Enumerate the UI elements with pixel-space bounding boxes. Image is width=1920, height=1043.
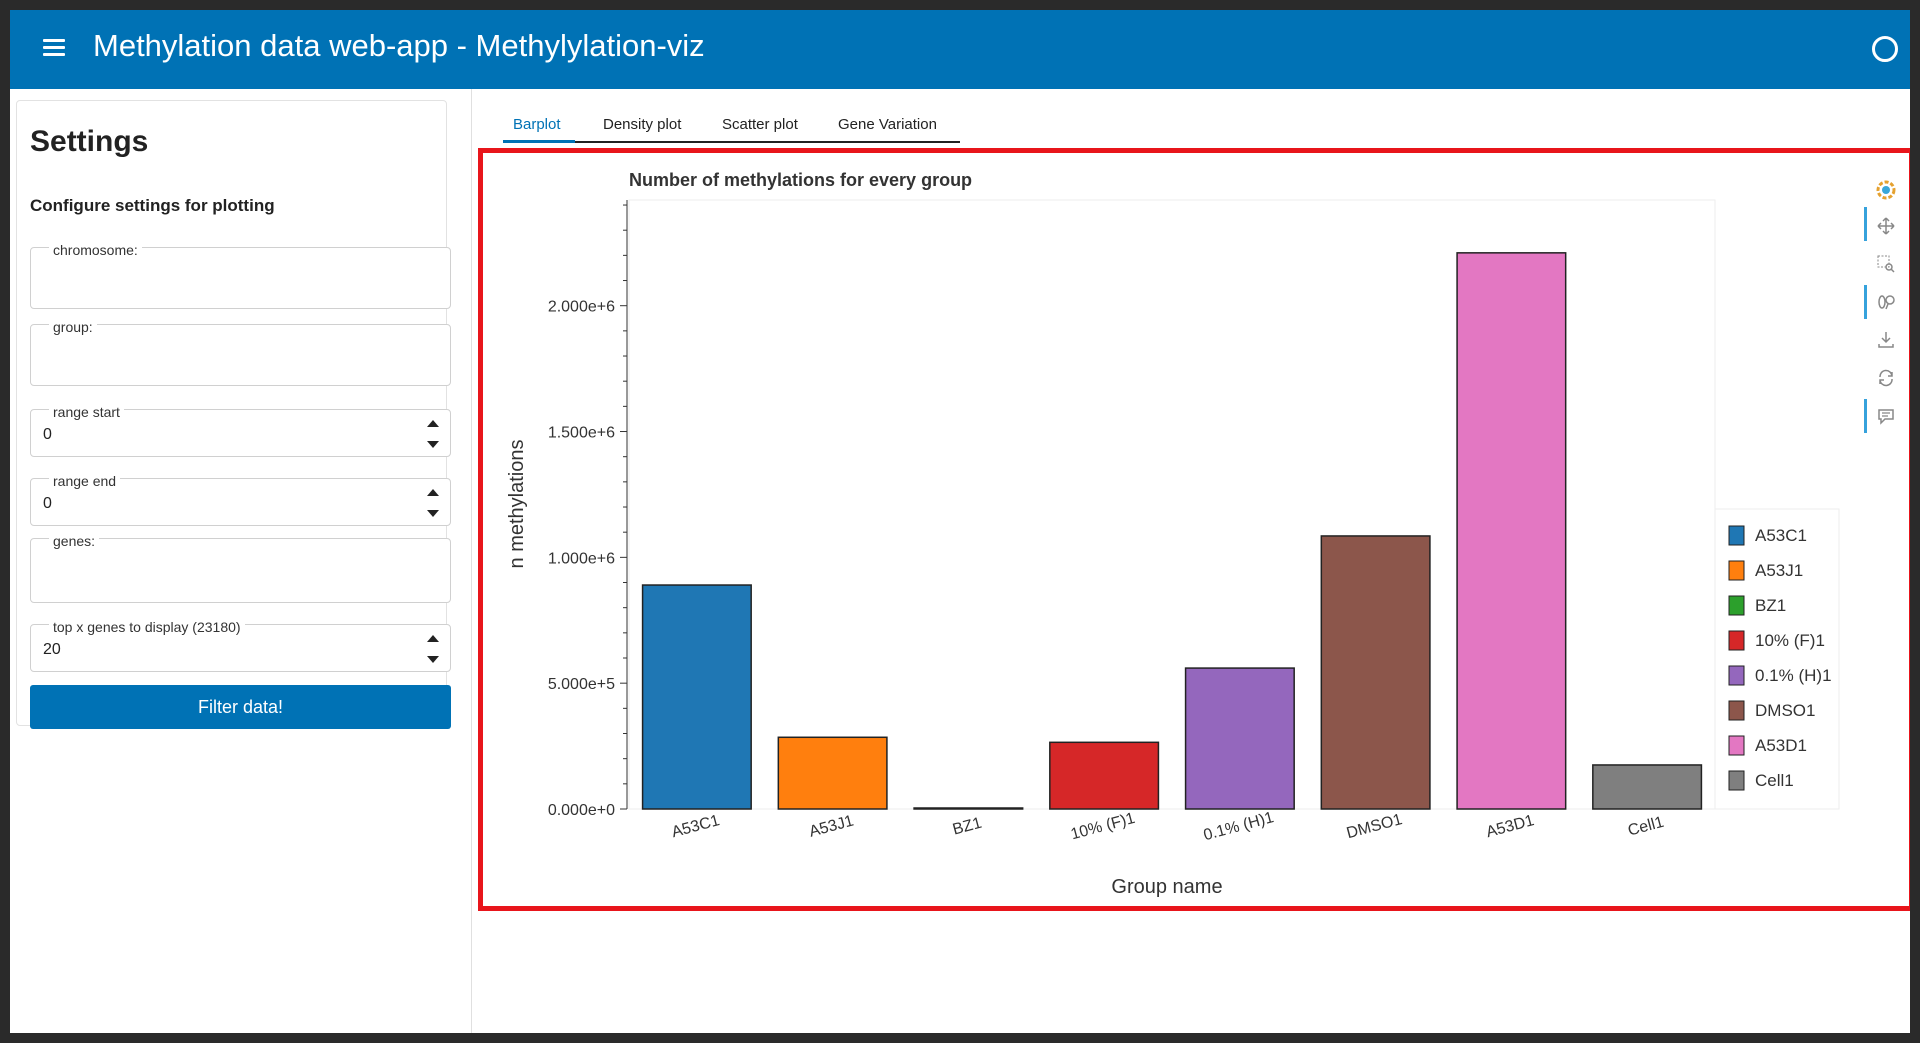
x-tick-label: Cell1 xyxy=(1626,814,1666,840)
y-tick-label: 2.000e+6 xyxy=(548,299,615,316)
legend-box xyxy=(1714,508,1840,810)
y-tick-label: 5.000e+5 xyxy=(548,676,615,693)
chromosome-field[interactable]: chromosome: xyxy=(30,242,451,309)
bar-0[interactable] xyxy=(641,584,752,810)
y-axis-title: n methylations xyxy=(506,440,528,569)
x-tick-label: BZ1 xyxy=(951,815,984,839)
bar-5[interactable] xyxy=(1320,535,1431,810)
settings-sidebar: Settings Configure settings for plotting… xyxy=(16,100,451,729)
bokeh-logo-icon[interactable] xyxy=(1864,175,1904,205)
legend-swatch xyxy=(1728,665,1745,686)
range-start-field[interactable]: range start 0 xyxy=(30,404,451,457)
x-tick-label: DMSO1 xyxy=(1345,811,1404,842)
chart-title: Number of methylations for every group xyxy=(629,170,972,190)
tab-barplot[interactable]: Barplot xyxy=(513,116,561,133)
top-x-genes-field[interactable]: top x genes to display (23180) 20 xyxy=(30,619,451,672)
bar-3[interactable] xyxy=(1049,741,1160,810)
bar-1[interactable] xyxy=(777,736,888,810)
top-x-decrement-icon[interactable] xyxy=(426,655,440,667)
range-end-field[interactable]: range end 0 xyxy=(30,473,451,526)
legend-label: A53J1 xyxy=(1755,561,1803,580)
legend-label: BZ1 xyxy=(1755,596,1786,615)
legend: A53C1 A53J1 BZ1 10% (F)1 0.1% (H)1 DMSO1 A53D1… xyxy=(1714,508,1840,810)
tab-gene-variation[interactable]: Gene Variation xyxy=(838,116,937,133)
x-axis: A53C1 A53J1 BZ1 10% (F)1 0.1% (H)1 DMSO1 A53D1… xyxy=(670,809,1666,844)
bar-2[interactable] xyxy=(913,807,1024,810)
range-start-decrement-icon[interactable] xyxy=(426,440,440,452)
legend-swatch xyxy=(1728,630,1745,651)
app-window: Methylation data web-app - Methylylation… xyxy=(10,10,1910,1033)
x-tick-label: A53C1 xyxy=(670,812,722,841)
barplot-panel: Number of methylations for every group 0… xyxy=(478,148,1910,911)
bars xyxy=(641,252,1703,810)
x-tick-label: A53D1 xyxy=(1484,812,1536,841)
barplot-chart: Number of methylations for every group 0… xyxy=(506,170,1840,898)
range-start-label: range start xyxy=(49,404,124,420)
range-start-value: 0 xyxy=(43,426,52,443)
wheel-zoom-icon[interactable] xyxy=(1864,285,1904,319)
legend-label: DMSO1 xyxy=(1755,701,1815,720)
plot-area xyxy=(628,199,1716,810)
y-tick-label: 1.500e+6 xyxy=(548,425,615,442)
legend-swatch xyxy=(1728,735,1745,756)
settings-subtitle: Configure settings for plotting xyxy=(30,196,275,215)
legend-label: Cell1 xyxy=(1755,771,1794,790)
legend-swatch xyxy=(1728,700,1745,721)
app-title: Methylation data web-app - Methylylation… xyxy=(93,28,705,63)
y-axis: 0.000e+0 5.000e+5 1.000e+6 1.500e+6 2.000e+6 xyxy=(548,200,628,819)
save-icon[interactable] xyxy=(1864,325,1904,355)
busy-indicator-circle-icon xyxy=(1872,36,1898,62)
genes-label: genes: xyxy=(49,533,100,549)
genes-field[interactable]: genes: xyxy=(30,533,451,603)
legend-swatch xyxy=(1728,560,1745,581)
legend-label: 0.1% (H)1 xyxy=(1755,666,1832,685)
x-tick-label: 10% (F)1 xyxy=(1069,810,1137,843)
group-field[interactable]: group: xyxy=(30,319,451,386)
y-tick-label: 1.000e+6 xyxy=(548,550,615,567)
top-x-genes-value: 20 xyxy=(43,641,61,658)
legend-swatch xyxy=(1728,595,1745,616)
legend-label: A53D1 xyxy=(1755,736,1807,755)
legend-swatch xyxy=(1728,770,1745,791)
y-tick-label: 0.000e+0 xyxy=(548,802,615,819)
x-tick-label: A53J1 xyxy=(807,813,855,841)
range-end-increment-icon[interactable] xyxy=(426,487,440,499)
range-end-value: 0 xyxy=(43,495,52,512)
tab-scatter-plot[interactable]: Scatter plot xyxy=(722,116,798,133)
legend-label: A53C1 xyxy=(1755,526,1807,545)
settings-title: Settings xyxy=(30,125,149,158)
bar-6[interactable] xyxy=(1456,252,1567,810)
top-x-genes-label: top x genes to display (23180) xyxy=(49,619,245,635)
bar-4[interactable] xyxy=(1184,667,1295,810)
filter-data-button[interactable]: Filter data! xyxy=(30,685,451,729)
legend-label: 10% (F)1 xyxy=(1755,631,1825,650)
pan-icon[interactable] xyxy=(1864,207,1904,241)
reset-icon[interactable] xyxy=(1864,363,1904,393)
range-end-label: range end xyxy=(49,473,121,489)
plot-tabs: Barplot Density plot Scatter plot Gene V… xyxy=(503,108,960,143)
range-start-increment-icon[interactable] xyxy=(426,418,440,430)
chromosome-label: chromosome: xyxy=(49,242,142,258)
range-end-decrement-icon[interactable] xyxy=(426,509,440,521)
hamburger-menu-icon[interactable] xyxy=(43,39,65,57)
x-tick-label: 0.1% (H)1 xyxy=(1202,809,1276,844)
sidebar-divider xyxy=(471,89,472,1033)
legend-swatch xyxy=(1728,525,1745,546)
top-x-increment-icon[interactable] xyxy=(426,633,440,645)
group-label: group: xyxy=(49,319,97,335)
app-header: Methylation data web-app - Methylylation… xyxy=(10,10,1910,89)
hover-icon[interactable] xyxy=(1864,399,1904,433)
x-axis-title: Group name xyxy=(1111,876,1222,898)
box-zoom-icon[interactable] xyxy=(1864,249,1904,279)
chart-toolbar xyxy=(1864,175,1904,435)
tab-density-plot[interactable]: Density plot xyxy=(603,116,682,133)
bar-7[interactable] xyxy=(1592,764,1703,810)
active-tab-indicator xyxy=(503,140,575,143)
